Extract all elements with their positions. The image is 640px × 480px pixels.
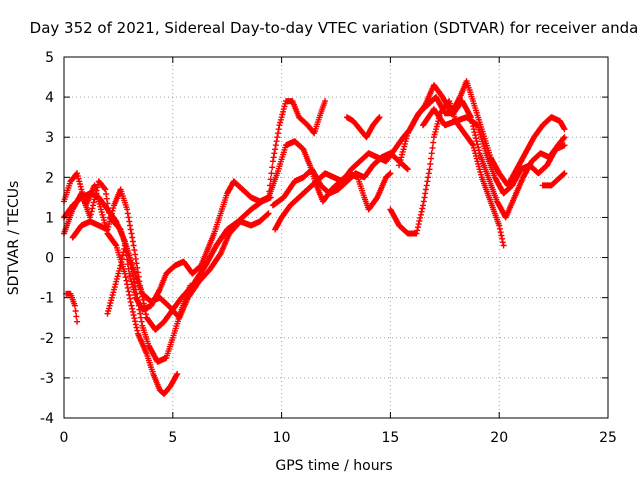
- plus-markers-track-c: [69, 186, 274, 333]
- x-tick-label: 25: [599, 430, 617, 446]
- y-tick-label: 5: [45, 50, 54, 66]
- series-track-p: [539, 170, 568, 189]
- chart-title: Day 352 of 2021, Sidereal Day-to-day VTE…: [30, 19, 639, 37]
- plus-markers-track-p: [539, 170, 568, 189]
- data-points: [61, 78, 568, 397]
- y-tick-label: 0: [45, 251, 54, 267]
- y-tick-label: -2: [40, 331, 54, 347]
- plus-markers-track-j: [272, 126, 413, 233]
- plot-frame: [63, 56, 609, 419]
- series-track-o: [420, 106, 568, 197]
- x-tick-label: 5: [168, 430, 177, 446]
- y-tick-label: -4: [40, 411, 54, 427]
- y-tick-label: -1: [40, 291, 54, 307]
- axis-ticks: 0 5 10 15 20 25 -4 -3 -2 -1 0 1 2 3 4 5: [40, 50, 617, 446]
- y-tick-label: 2: [45, 170, 54, 186]
- series-track-e: [63, 290, 81, 325]
- series-track-j: [272, 126, 413, 233]
- y-tick-label: 1: [45, 210, 54, 226]
- series-track-f: [104, 178, 272, 317]
- x-tick-label: 10: [273, 430, 291, 446]
- y-axis-label: SDTVAR / TECUs: [6, 181, 22, 296]
- y-tick-label: -3: [40, 371, 54, 387]
- x-axis-label: GPS time / hours: [275, 458, 392, 474]
- y-tick-label: 3: [45, 130, 54, 146]
- y-tick-label: 4: [45, 90, 54, 106]
- plus-markers-track-f: [104, 178, 272, 317]
- series-track-c: [69, 186, 274, 333]
- x-tick-label: 15: [381, 430, 399, 446]
- x-tick-label: 20: [490, 430, 508, 446]
- plus-markers-track-o: [420, 106, 568, 197]
- plus-markers-track-k: [343, 114, 383, 141]
- plus-markers-track-m: [387, 98, 507, 249]
- x-tick-label: 0: [60, 430, 69, 446]
- plus-markers-track-e: [63, 290, 81, 325]
- series-track-m: [387, 98, 507, 249]
- series-track-k: [343, 114, 383, 141]
